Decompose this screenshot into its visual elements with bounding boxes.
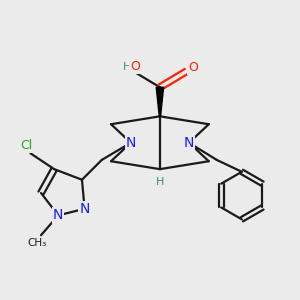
Text: N: N (53, 208, 63, 222)
Polygon shape (156, 87, 164, 116)
Text: H: H (123, 62, 131, 72)
Text: N: N (80, 202, 90, 216)
Text: H: H (156, 177, 164, 188)
Text: O: O (130, 60, 140, 73)
Text: N: N (126, 136, 136, 150)
Text: O: O (188, 61, 198, 74)
Text: Cl: Cl (20, 139, 33, 152)
Text: N: N (184, 136, 194, 150)
Text: CH₃: CH₃ (27, 238, 47, 248)
